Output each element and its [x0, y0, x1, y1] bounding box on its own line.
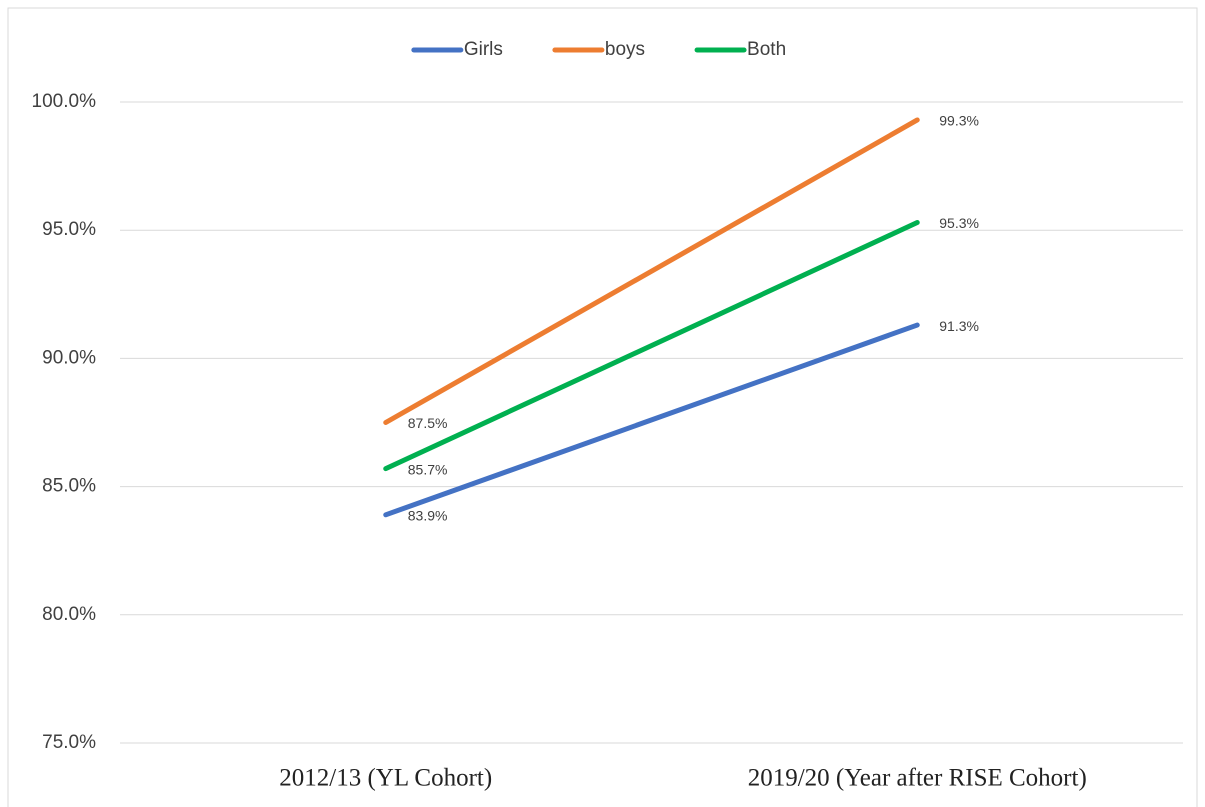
- data-label: 85.7%: [408, 461, 448, 477]
- data-label: 99.3%: [939, 113, 979, 129]
- y-tick-label: 95.0%: [42, 219, 96, 240]
- y-tick-label: 75.0%: [42, 732, 96, 753]
- y-tick-label: 80.0%: [42, 604, 96, 625]
- series-line: [383, 322, 920, 518]
- series-line: [383, 117, 920, 425]
- y-tick-label: 90.0%: [42, 347, 96, 368]
- x-tick-label: 2012/13 (YL Cohort): [279, 765, 492, 792]
- data-label: 95.3%: [939, 215, 979, 231]
- x-tick-label: 2019/20 (Year after RISE Cohort): [748, 765, 1087, 792]
- legend-label: boys: [605, 39, 645, 60]
- chart-frame: [7, 7, 1198, 807]
- legend-label: Girls: [464, 39, 503, 60]
- legend-label: Both: [747, 39, 786, 60]
- data-label: 91.3%: [939, 318, 979, 334]
- data-label: 87.5%: [408, 415, 448, 431]
- series-line: [383, 220, 920, 472]
- y-tick-label: 100.0%: [32, 91, 97, 112]
- y-tick-label: 85.0%: [42, 476, 96, 497]
- data-label: 83.9%: [408, 508, 448, 524]
